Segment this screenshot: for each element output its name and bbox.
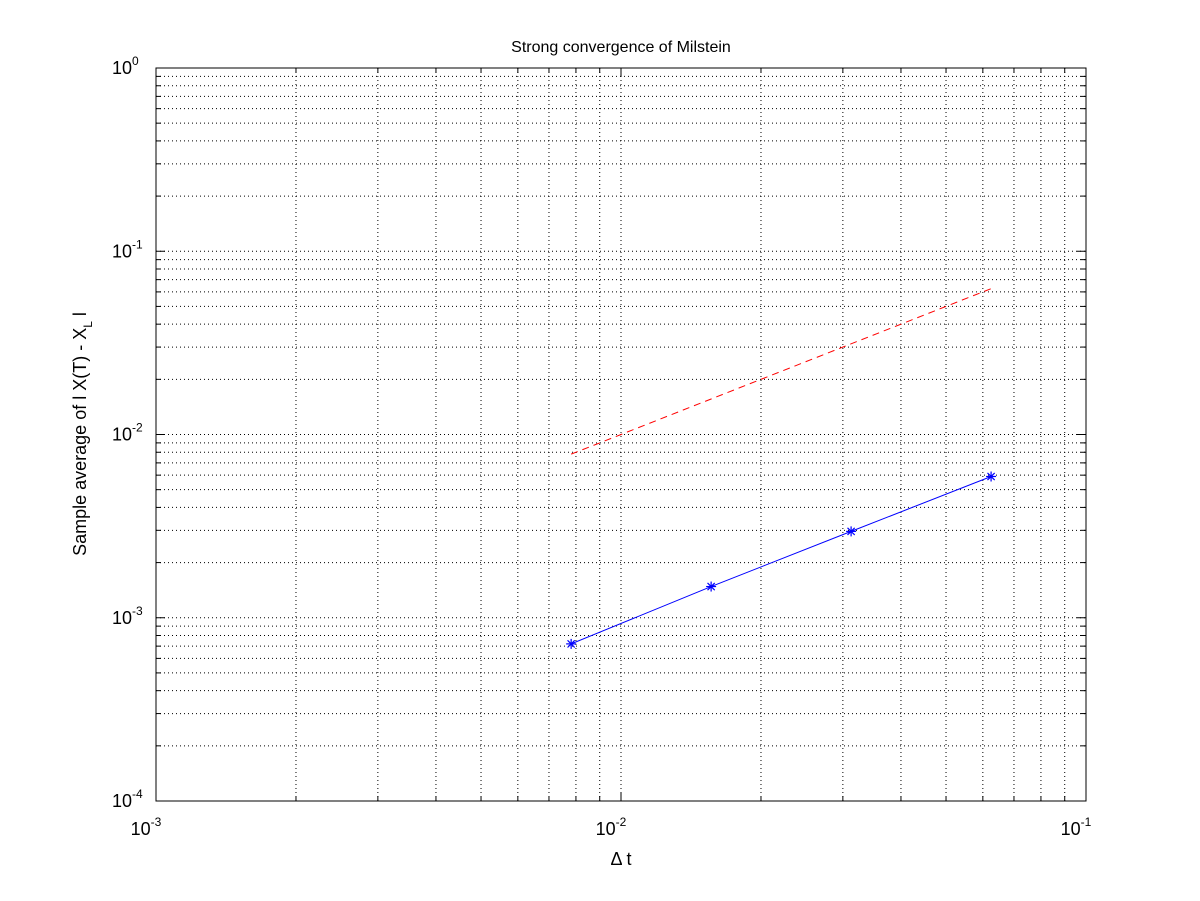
y-axis-label-main: Sample average of l X(T) - X: [70, 328, 90, 556]
y-tick-label: 10-3: [112, 604, 143, 628]
data-point-marker: [566, 638, 577, 649]
x-axis-label: Δ t: [610, 849, 631, 869]
y-tick-label: 10-4: [112, 787, 143, 811]
grid: [156, 68, 1086, 801]
data-point-marker: [706, 581, 717, 592]
axis-tick-labels: 10-3 10-2 10-1 10-4 10-3 10-2 10-1 100: [112, 54, 1092, 839]
y-axis-label-subscript: L: [81, 321, 95, 328]
series-line-1: [570, 288, 992, 455]
y-tick-label: 10-2: [112, 421, 143, 445]
data-point-marker: [846, 526, 857, 537]
chart-title: Strong convergence of Milstein: [511, 39, 731, 56]
axis-ticks: [155, 67, 1087, 802]
series-line-0: [570, 476, 992, 645]
x-tick-label: 10-2: [596, 815, 627, 839]
y-tick-label: 10-1: [112, 237, 143, 261]
plot-series: [566, 288, 997, 649]
data-point-marker: [986, 471, 997, 482]
y-axis-label: Sample average of l X(T) - XL l: [70, 312, 95, 556]
y-tick-label: 100: [112, 54, 139, 78]
x-tick-label: 10-3: [131, 815, 162, 839]
y-axis-label-suffix: l: [70, 312, 90, 321]
x-tick-label: 10-1: [1061, 815, 1092, 839]
